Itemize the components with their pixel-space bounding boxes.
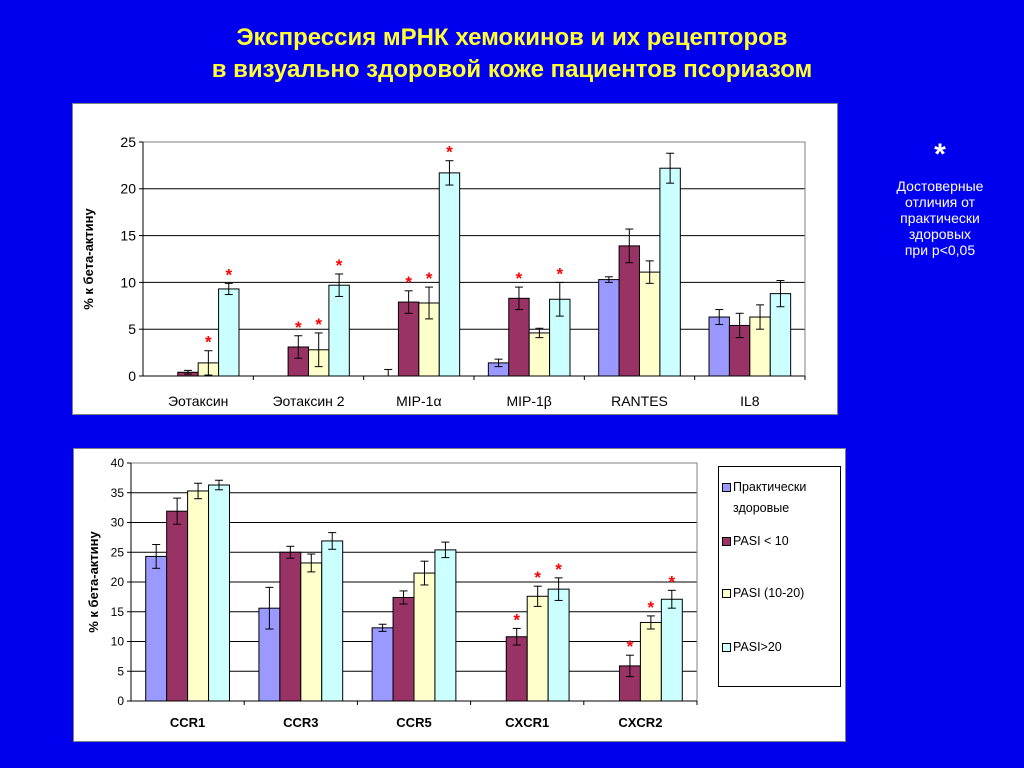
legend-label-healthy-line-1: Практически: [733, 480, 807, 494]
chart2-bar-ccr1-s0: [145, 555, 168, 702]
legend-item-pasi-gt-20: PASI>20: [722, 637, 837, 658]
chart1-bar-rantes-s2: [639, 271, 661, 377]
chart2-bar-ccr3-s1: [279, 551, 302, 702]
chart1-y-tick-label: 25: [120, 134, 136, 150]
chart2-bar-cxcr1-s1: [505, 636, 528, 702]
chart1-y-tick-label: 15: [120, 228, 136, 244]
chart1-category-label-mip-1: MIP-1β: [506, 393, 551, 409]
chart1-bar-rantes-s1: [618, 245, 640, 377]
chemokine-bar-chart: 0 5 10 15 20 25 % к бета-актину Эотаксин * * Эотак…: [81, 134, 806, 409]
chart2-significance-star: *: [648, 598, 655, 617]
chart2-bar-cxcr2-s3: [660, 598, 683, 702]
chart2-bar-cxcr2-s2: [639, 621, 662, 702]
chart2-y-tick-label: 15: [111, 605, 125, 619]
chart2-category-label-ccr1: CCR1: [170, 715, 205, 730]
significance-note-line-1: Достоверные: [896, 178, 984, 194]
chart1-bar-mip-1-s3: [438, 172, 461, 377]
chart1-bar-rantes-s0: [598, 279, 620, 377]
chart1-significance-star: *: [556, 264, 563, 283]
legend-swatch-pasi-gt-20: [722, 643, 731, 652]
chart2-y-tick-label: 30: [111, 516, 125, 530]
legend-item-healthy: Практически здоровые: [722, 477, 837, 519]
chart1-bar-2-s3: [328, 284, 350, 377]
chart1-significance-star: *: [426, 269, 433, 288]
legend-swatch-pasi-10-20: [722, 589, 731, 598]
chart2-y-tick-label: 20: [111, 575, 125, 589]
chart1-category-label-rantes: RANTES: [611, 393, 668, 409]
slide-title-line-2: в визуально здоровой коже пациентов псор…: [211, 56, 813, 83]
chart2-bar-cxcr1-s2: [526, 595, 549, 702]
significance-note-line-4: здоровых: [908, 226, 972, 242]
chart2-bar-cxcr1-s3: [547, 588, 570, 702]
legend-swatch-pasi-lt-10: [722, 537, 731, 546]
chart-legend: Практически здоровые PASI < 10 PASI (10-…: [718, 466, 841, 687]
chart2-category-label-ccr5: CCR5: [396, 715, 431, 730]
legend-item-pasi-lt-10: PASI < 10: [722, 531, 837, 552]
chart2-bar-ccr1-s2: [187, 490, 210, 702]
chart1-category-label-il8: IL8: [740, 393, 760, 409]
chart2-y-axis-label: % к бета-актину: [86, 530, 101, 632]
chart1-y-tick-label: 0: [128, 368, 136, 384]
chart1-bar-cat-0-s3: [218, 288, 240, 377]
chart2-significance-star: *: [534, 568, 541, 587]
chart2-category-label-ccr3: CCR3: [283, 715, 318, 730]
chart1-significance-star: *: [225, 265, 232, 284]
chart2-y-tick-label: 25: [111, 545, 125, 559]
chart1-y-axis-label: % к бета-актину: [81, 207, 96, 309]
chart1-bar-rantes-s3: [659, 167, 681, 377]
chart2-bar-ccr3-s2: [300, 562, 323, 702]
chart1-significance-star: *: [315, 315, 322, 334]
chart2-category-label-cxcr2: CXCR2: [618, 715, 662, 730]
chart1-category-label-mip-1: MIP-1α: [396, 393, 441, 409]
chart1-bar-mip-1-s2: [528, 332, 551, 377]
chemokine-chart-panel: 0 5 10 15 20 25 % к бета-актину Эотаксин * * Эотак…: [72, 103, 838, 415]
legend-swatch-healthy: [722, 483, 731, 492]
chart2-bar-ccr5-s1: [392, 596, 415, 702]
legend-label-pasi-10-20: PASI (10-20): [733, 586, 805, 600]
chart1-y-tick-label: 20: [120, 181, 136, 197]
chart1-significance-star: *: [336, 256, 343, 275]
chart1-bar-il8-s0: [708, 316, 730, 377]
slide-title: Экспрессия мРНК хемокинов и их рецепторо…: [0, 22, 1024, 86]
significance-note: * Достоверные отличия от практически здо…: [870, 138, 1010, 259]
chart2-bar-ccr5-s0: [371, 627, 394, 702]
significance-note-text: Достоверные отличия от практически здоро…: [870, 178, 1010, 258]
significance-note-line-3: практически: [900, 210, 980, 226]
legend-label-healthy-line-2: здоровые: [733, 501, 790, 515]
chart1-plot-area: [142, 141, 806, 377]
chart1-category-label-cat-0: Эотаксин: [168, 393, 228, 409]
chart1-category-label-2: Эотаксин 2: [272, 393, 344, 409]
chart2-category-label-cxcr1: CXCR1: [505, 715, 549, 730]
chart2-significance-star: *: [669, 572, 676, 591]
chart2-y-tick-label: 0: [117, 694, 124, 708]
chart2-y-tick-label: 5: [117, 664, 124, 678]
chart1-y-tick-label: 10: [120, 274, 136, 290]
chart1-significance-star: *: [516, 269, 523, 288]
chart2-bar-ccr1-s3: [208, 484, 230, 702]
chart2-significance-star: *: [513, 610, 520, 629]
chart2-bar-ccr5-s2: [413, 572, 436, 702]
chart1-significance-star: *: [405, 273, 412, 292]
chart1-significance-star: *: [205, 333, 212, 352]
chart2-significance-star: *: [555, 560, 562, 579]
chart2-y-tick-label: 10: [111, 635, 125, 649]
chart1-significance-star: *: [446, 143, 453, 162]
significance-note-line-5: при p<0,05: [904, 242, 976, 258]
chart2-significance-star: *: [627, 637, 634, 656]
legend-item-pasi-10-20: PASI (10-20): [722, 583, 837, 604]
legend-label-pasi-lt-10: PASI < 10: [733, 534, 789, 548]
legend-label-pasi-gt-20: PASI>20: [733, 640, 782, 654]
chart1-significance-star: *: [295, 318, 302, 337]
slide-title-line-1: Экспрессия мРНК хемокинов и их рецепторо…: [236, 24, 788, 51]
significance-note-line-2: отличия от: [904, 194, 976, 210]
chart1-y-tick-label: 5: [128, 321, 136, 337]
significance-note-star: *: [934, 138, 946, 171]
chart2-y-tick-label: 40: [111, 456, 125, 470]
receptor-chart-panel: 0 5 10 15 20 25 30 35 40 % к бета-актину CCR1 CCR3 C…: [73, 448, 846, 742]
chart2-bar-ccr5-s3: [434, 549, 457, 702]
receptor-bar-chart: 0 5 10 15 20 25 30 35 40 % к бета-актину CCR1 CCR3 C…: [86, 456, 698, 730]
chart2-bar-ccr1-s1: [166, 510, 189, 702]
chart2-y-tick-label: 35: [111, 486, 125, 500]
chart2-bar-ccr3-s3: [321, 540, 344, 702]
